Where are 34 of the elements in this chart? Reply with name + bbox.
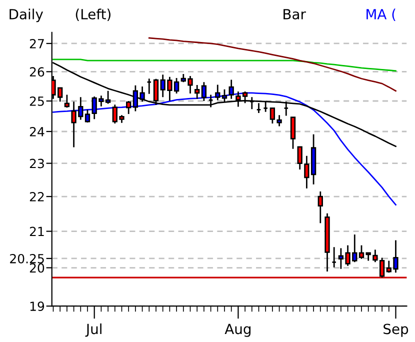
y-tick-label: 27 xyxy=(30,38,44,48)
candlestick xyxy=(84,109,90,124)
x-tick-label: Sep xyxy=(384,324,408,337)
line-series xyxy=(52,58,396,72)
x-tick-label: Jul xyxy=(85,323,102,337)
candlestick xyxy=(146,78,152,95)
candlestick xyxy=(332,246,337,268)
candlestick xyxy=(256,102,262,114)
candlestick xyxy=(284,100,289,116)
text: MA ( xyxy=(366,8,396,22)
candlestick xyxy=(290,116,296,150)
y-tick-label: 24 xyxy=(30,126,44,136)
candlestick xyxy=(249,96,254,110)
line-series xyxy=(148,37,396,92)
text: (Left) xyxy=(76,8,110,22)
text: Bar xyxy=(284,9,306,20)
y-tick-label: 21 xyxy=(30,226,44,236)
y-tick-label: 23 xyxy=(30,158,44,168)
y-tick-label: 20.25 xyxy=(10,254,44,264)
candlestick xyxy=(263,100,268,113)
candlestick xyxy=(318,190,323,224)
y-tick-label: 25 xyxy=(30,96,44,106)
candlestick xyxy=(194,84,200,100)
candlestick xyxy=(153,78,159,106)
candlestick xyxy=(126,100,132,115)
x-tick-label: Aug xyxy=(224,324,250,337)
y-tick-label: 26 xyxy=(30,67,44,77)
y-tick-label: 20 xyxy=(30,263,44,273)
candlestick xyxy=(208,94,214,108)
y-tick-label: 22 xyxy=(30,192,44,202)
candlestick xyxy=(64,94,70,108)
candlestick xyxy=(358,244,364,260)
text: Daily xyxy=(10,8,44,22)
y-tick-label: 19 xyxy=(30,302,44,312)
